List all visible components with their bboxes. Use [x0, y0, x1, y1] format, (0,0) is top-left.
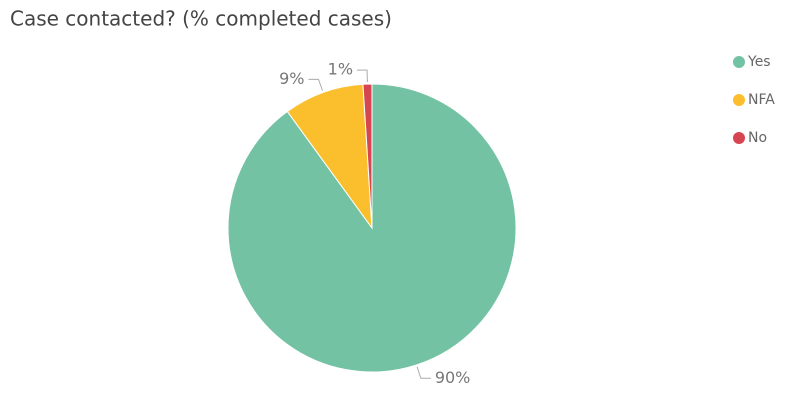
- legend-marker: [733, 56, 745, 68]
- pie-slice: [362, 83, 373, 229]
- legend-label: NFA: [748, 92, 775, 108]
- leader-line: [357, 69, 368, 83]
- legend-label: No: [748, 130, 767, 146]
- pie-slice: [286, 83, 373, 230]
- leader-line: [308, 78, 324, 91]
- legend-label: Yes: [747, 54, 771, 70]
- leader-line: [416, 366, 431, 379]
- data-label: 90%: [435, 368, 471, 387]
- legend-marker: [733, 94, 745, 106]
- legend-marker: [733, 132, 745, 144]
- chart-title: Case contacted? (% completed cases): [10, 7, 392, 31]
- data-label: 9%: [279, 69, 304, 88]
- data-label: 1%: [328, 60, 353, 79]
